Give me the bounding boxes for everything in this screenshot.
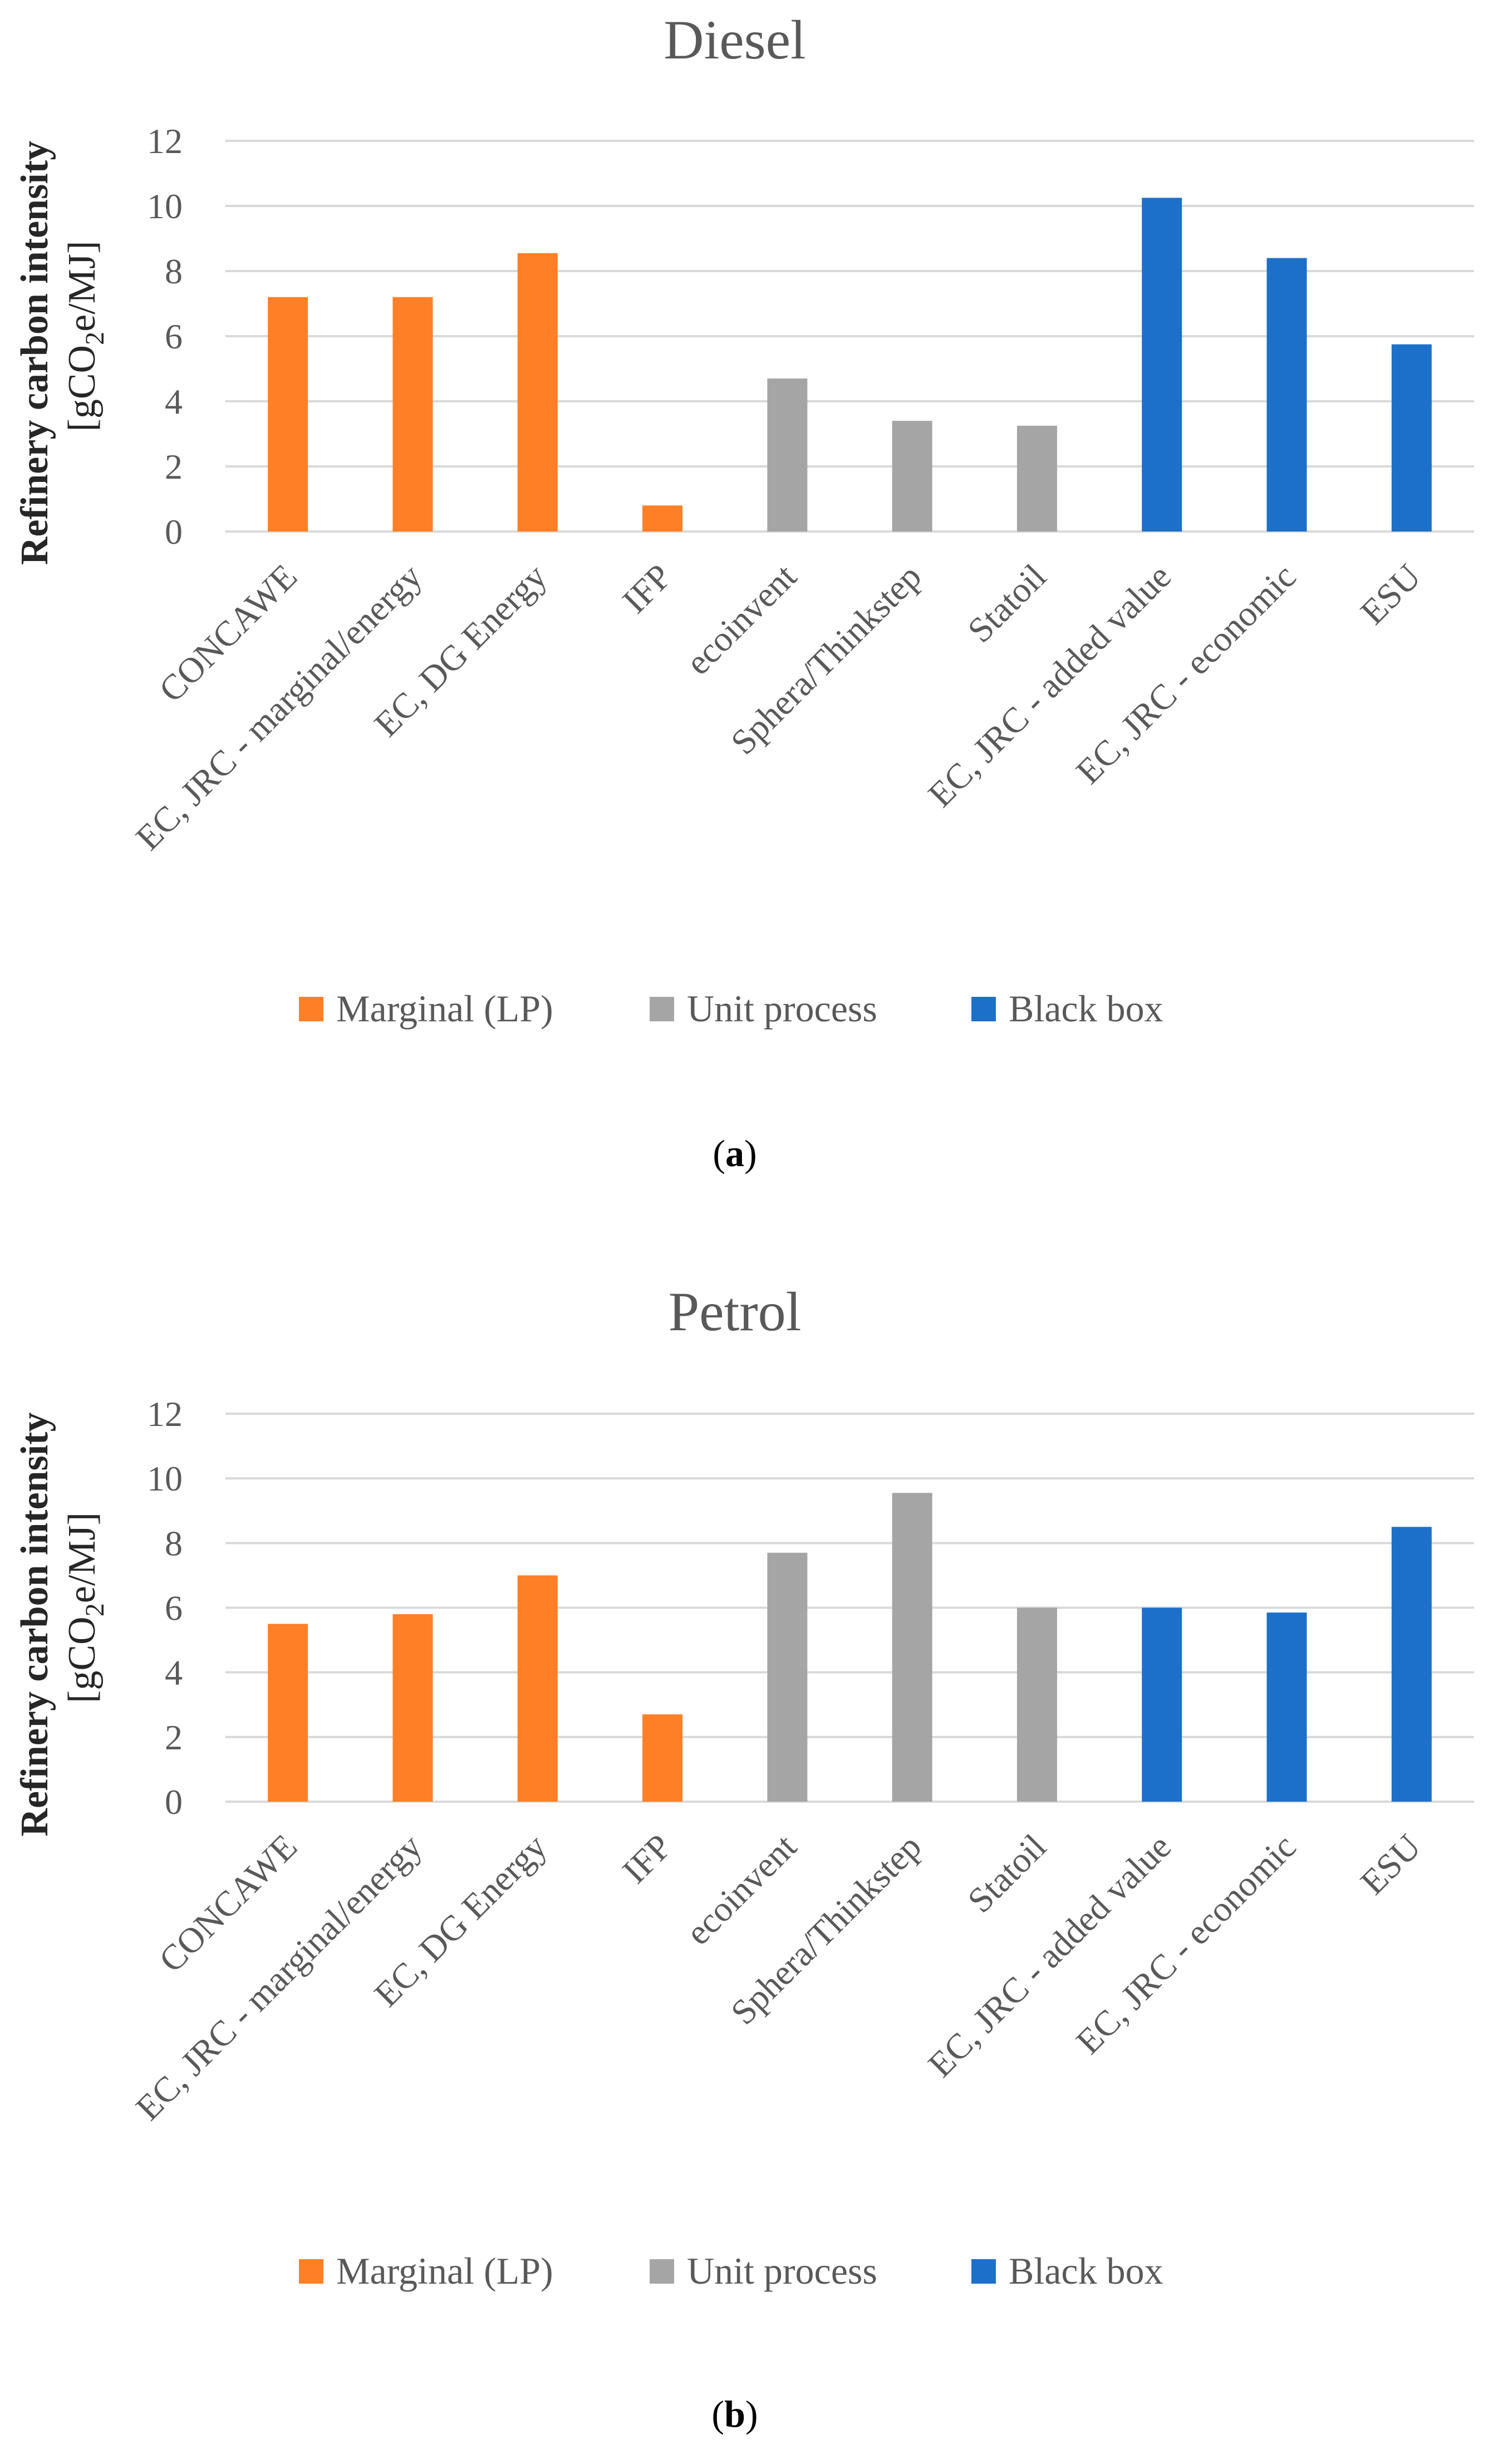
bar [268, 297, 308, 532]
x-category-label: Statoil [960, 1827, 1053, 1920]
bar [767, 378, 808, 532]
panel-paren: ( [711, 2393, 724, 2435]
y-tick-label: 4 [165, 382, 183, 421]
y-axis-unit-part: [gCO [61, 1616, 104, 1703]
bar [1266, 258, 1307, 532]
bar [1391, 344, 1432, 532]
y-tick-label: 4 [165, 1653, 183, 1693]
legend-swatch [650, 997, 674, 1021]
legend-label: Unit process [687, 987, 877, 1030]
bar [392, 1614, 433, 1802]
x-category-label: ESU [1353, 1827, 1428, 1902]
bar [642, 1714, 683, 1802]
y-tick-label: 10 [147, 1459, 183, 1498]
y-axis-label: Refinery carbon intensity [13, 141, 56, 565]
bar [767, 1552, 808, 1802]
y-tick-label: 10 [147, 186, 183, 226]
bar [1142, 198, 1182, 532]
bar [517, 253, 558, 532]
y-tick-label: 6 [165, 317, 183, 356]
panel-label: (a) [713, 1132, 757, 1174]
legend-swatch [650, 2259, 674, 2284]
bar [268, 1624, 308, 1802]
x-category-label: Statoil [960, 557, 1053, 650]
bar [392, 297, 433, 532]
legend-label: Black box [1009, 987, 1163, 1030]
panel-paren: ( [713, 1132, 725, 1174]
y-tick-label: 2 [165, 447, 183, 486]
y-axis-unit-part: e/MJ] [61, 1512, 104, 1603]
bar [517, 1575, 558, 1802]
x-category-label: ESU [1353, 557, 1428, 632]
y-tick-label: 8 [165, 1523, 183, 1563]
bar [892, 421, 932, 532]
panel-label: (b) [711, 2393, 758, 2435]
y-tick-label: 8 [165, 252, 183, 291]
bar [1391, 1527, 1432, 1802]
y-axis-unit-subscript: 2 [80, 332, 110, 345]
y-tick-label: 2 [165, 1718, 183, 1757]
y-axis-unit: [gCO2e/MJ] [61, 1512, 110, 1703]
bar [1142, 1607, 1182, 1802]
x-category-label: IFP [615, 557, 679, 621]
panel-letter: b [724, 2393, 745, 2435]
legend-label: Marginal (LP) [336, 987, 553, 1030]
y-axis-unit-part: e/MJ] [61, 241, 104, 332]
legend-swatch [299, 997, 323, 1021]
panel-letter: a [725, 1132, 744, 1174]
chart-title: Diesel [664, 9, 805, 71]
x-category-label: ecoinvent [678, 1827, 804, 1952]
legend-label: Marginal (LP) [336, 2250, 553, 2292]
y-axis-label: Refinery carbon intensity [13, 1412, 56, 1836]
legend-swatch [971, 997, 996, 1021]
y-tick-label: 0 [165, 512, 183, 552]
legend-label: Black box [1009, 2250, 1163, 2292]
panel-paren: ) [745, 2393, 758, 2435]
bar [1016, 425, 1057, 532]
x-category-label: EC, JRC - economic [1068, 1827, 1303, 2062]
y-tick-label: 6 [165, 1588, 183, 1628]
bar [642, 505, 683, 532]
legend-swatch [299, 2259, 323, 2284]
x-category-label: EC, JRC - added value [920, 557, 1178, 815]
y-tick-label: 12 [147, 121, 183, 161]
x-category-label: ecoinvent [678, 557, 804, 682]
bar [892, 1493, 932, 1802]
panel-paren: ) [744, 1132, 757, 1174]
x-category-label: IFP [615, 1827, 679, 1891]
y-tick-label: 12 [147, 1394, 183, 1434]
legend-label: Unit process [687, 2250, 877, 2292]
y-axis-unit-part: [gCO [61, 345, 104, 432]
bar [1266, 1612, 1307, 1802]
y-axis-unit-subscript: 2 [80, 1603, 110, 1616]
legend-swatch [971, 2259, 996, 2284]
y-tick-label: 0 [165, 1782, 183, 1822]
x-category-label: EC, JRC - economic [1068, 557, 1303, 791]
x-category-label: EC, JRC - added value [920, 1827, 1178, 2085]
bar [1016, 1607, 1057, 1802]
chart-title: Petrol [669, 1281, 802, 1342]
y-axis-unit: [gCO2e/MJ] [61, 241, 110, 432]
